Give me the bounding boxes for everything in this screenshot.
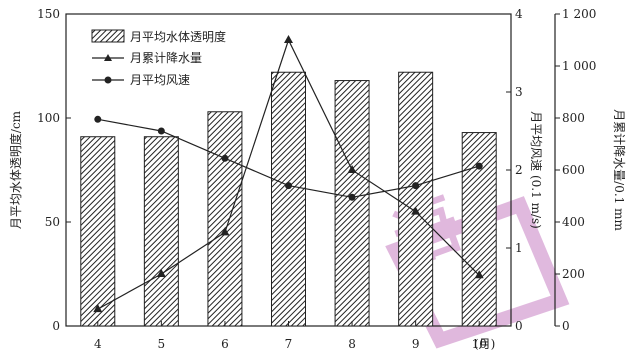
right-inner-axis-label: 月平均风速 (0.1 m/s) — [529, 111, 543, 229]
x-tick-label: 10 — [472, 337, 487, 351]
precip-point — [284, 35, 293, 43]
right-inner-tick-label: 4 — [515, 7, 523, 21]
right-outer-tick-label: 1 000 — [562, 59, 596, 73]
precip-point — [93, 304, 103, 313]
legend-swatch-precip-marker — [104, 54, 112, 61]
precip-point — [220, 227, 230, 236]
left-tick-label: 50 — [45, 215, 60, 229]
wind-point — [475, 162, 483, 170]
bar — [398, 71, 434, 327]
right-outer-tick-label: 200 — [562, 267, 585, 281]
right-inner-tick-label: 3 — [515, 85, 523, 99]
right-outer-tick-label: 600 — [562, 163, 585, 177]
bar-series — [80, 71, 497, 327]
right-inner-tick-label: 0 — [515, 319, 523, 333]
wind-point — [285, 182, 292, 190]
right-inner-tick-label: 1 — [515, 241, 523, 255]
left-tick-label: 100 — [37, 111, 60, 125]
right-outer-tick-label: 1 200 — [562, 7, 596, 21]
x-tick-label: 7 — [285, 337, 293, 351]
precip-point — [411, 206, 421, 215]
wind-point — [221, 154, 229, 162]
legend-label-wind: 月平均风速 — [130, 73, 190, 87]
line-series — [93, 35, 484, 313]
left-tick-label: 0 — [52, 319, 60, 333]
bar — [271, 71, 306, 327]
legend-swatch-bar — [91, 29, 125, 43]
precip-point — [347, 165, 357, 173]
bar — [461, 132, 497, 327]
right-outer-tick-label: 800 — [562, 111, 585, 125]
right-outer-axis-label: 月累计降水量/0.1 mm — [612, 109, 626, 231]
wind-point — [157, 127, 165, 135]
legend-label-precip: 月累计降水量 — [130, 51, 202, 65]
precip-point — [156, 269, 166, 277]
wind-point — [412, 182, 420, 190]
x-tick-label: 5 — [158, 337, 166, 351]
bar — [80, 136, 116, 327]
right-inner-tick-label: 2 — [515, 163, 523, 177]
right-outer-tick-label: 400 — [562, 215, 585, 229]
precip-point — [474, 270, 484, 279]
legend-label-bar: 月平均水体透明度 — [130, 29, 226, 44]
legend: 月平均水体透明度 月累计降水量 月平均风速 — [91, 29, 226, 87]
x-tick-label: 6 — [221, 337, 229, 351]
bar — [207, 111, 243, 327]
left-axis-label: 月平均水体透明度/cm — [8, 110, 23, 229]
wind-point — [94, 115, 102, 123]
left-tick-label: 150 — [37, 7, 60, 21]
bar — [143, 136, 179, 327]
x-unit-label: (月) — [474, 337, 495, 351]
legend-swatch-wind-marker — [104, 76, 112, 84]
x-tick-label: 8 — [348, 337, 356, 351]
x-tick-label: 9 — [412, 337, 420, 351]
right-outer-tick-label: 0 — [562, 319, 570, 333]
x-tick-label: 4 — [94, 337, 102, 351]
bar — [334, 80, 370, 327]
wind-point — [348, 193, 356, 201]
